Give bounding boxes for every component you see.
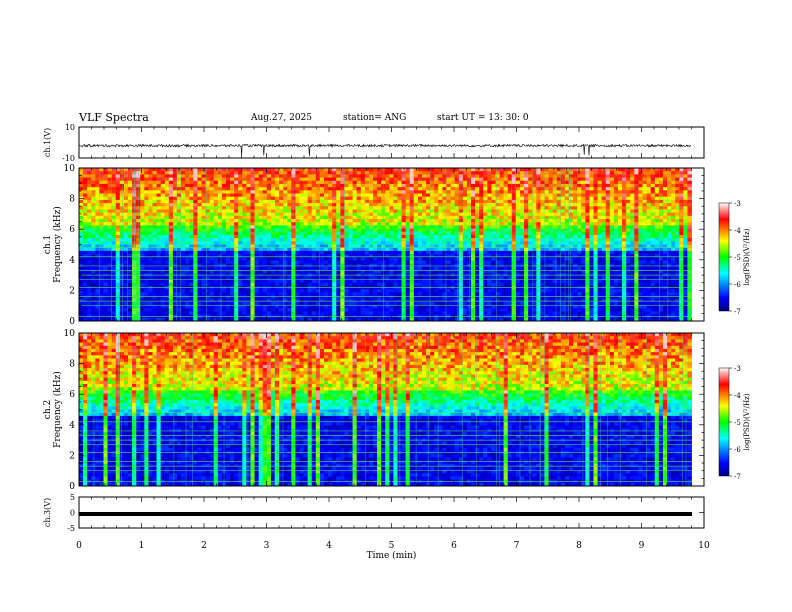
colorbar-tick-label: -6 — [734, 281, 741, 289]
xtick-label: 6 — [451, 541, 457, 551]
ytick-label: 10 — [65, 123, 75, 132]
date-label: Aug.27, 2025 — [251, 113, 312, 123]
colorbar-tick-label: -7 — [734, 308, 741, 316]
ytick-label: 0 — [70, 509, 75, 518]
xtick-label: 1 — [139, 541, 145, 551]
ytick-label: 6 — [69, 390, 75, 400]
xtick-label: 7 — [514, 541, 520, 551]
y-axis-label: ch.2 — [43, 400, 53, 419]
colorbar-tick-label: -4 — [734, 227, 741, 235]
spectrogram-ch2 — [79, 333, 692, 486]
xtick-label: 5 — [389, 541, 395, 551]
ytick-label: 2 — [69, 451, 75, 461]
ytick-label: 10 — [64, 164, 76, 174]
start-time-label: start UT = 13: 30: 0 — [437, 113, 529, 123]
xtick-label: 10 — [698, 541, 710, 551]
station-label: station= ANG — [343, 113, 407, 123]
colorbar-tick-label: -6 — [734, 446, 741, 454]
xtick-label: 0 — [76, 541, 82, 551]
ytick-label: 6 — [69, 225, 75, 235]
ytick-label: 2 — [69, 286, 75, 296]
ytick-label: 5 — [70, 493, 75, 502]
ytick-label: 8 — [69, 360, 75, 370]
y-axis-label: ch.3(V) — [43, 498, 52, 527]
xtick-label: 9 — [639, 541, 645, 551]
xtick-label: 4 — [326, 541, 332, 551]
colorbar-tick-label: -5 — [734, 254, 741, 262]
y-axis-label: ch.1 — [43, 235, 53, 254]
colorbar-tick-label: -3 — [734, 365, 741, 373]
y-axis-label: ch.1(V) — [43, 128, 52, 157]
colorbar-tick-label: -5 — [734, 419, 741, 427]
ytick-label: 4 — [69, 421, 75, 431]
colorbar-tick-label: -4 — [734, 392, 741, 400]
ytick-label: 10 — [64, 329, 76, 339]
y-axis-label: Frequency (kHz) — [52, 371, 63, 448]
ytick-label: -5 — [67, 524, 75, 533]
colorbar-label: log(PSD)(V²/Hz) — [743, 228, 751, 285]
ch1-waveform — [78, 143, 692, 157]
colorbar-label: log(PSD)(V²/Hz) — [743, 393, 751, 450]
ytick-label: 4 — [69, 256, 75, 266]
xtick-label: 2 — [201, 541, 207, 551]
xtick-label: 3 — [264, 541, 270, 551]
xtick-label: 8 — [576, 541, 582, 551]
y-axis-label: Frequency (kHz) — [52, 206, 63, 283]
colorbar-ch1 — [718, 202, 730, 312]
ytick-label: 0 — [69, 317, 75, 327]
colorbar-tick-label: -7 — [734, 473, 741, 481]
x-axis-label: Time (min) — [367, 550, 417, 561]
colorbar-tick-label: -3 — [734, 200, 741, 208]
spectrogram-ch1 — [79, 168, 692, 321]
ytick-label: -10 — [62, 154, 75, 163]
ytick-label: 8 — [69, 195, 75, 205]
plot-title: VLF Spectra — [79, 111, 149, 124]
ytick-label: 0 — [69, 482, 75, 492]
colorbar-ch2 — [718, 367, 730, 477]
